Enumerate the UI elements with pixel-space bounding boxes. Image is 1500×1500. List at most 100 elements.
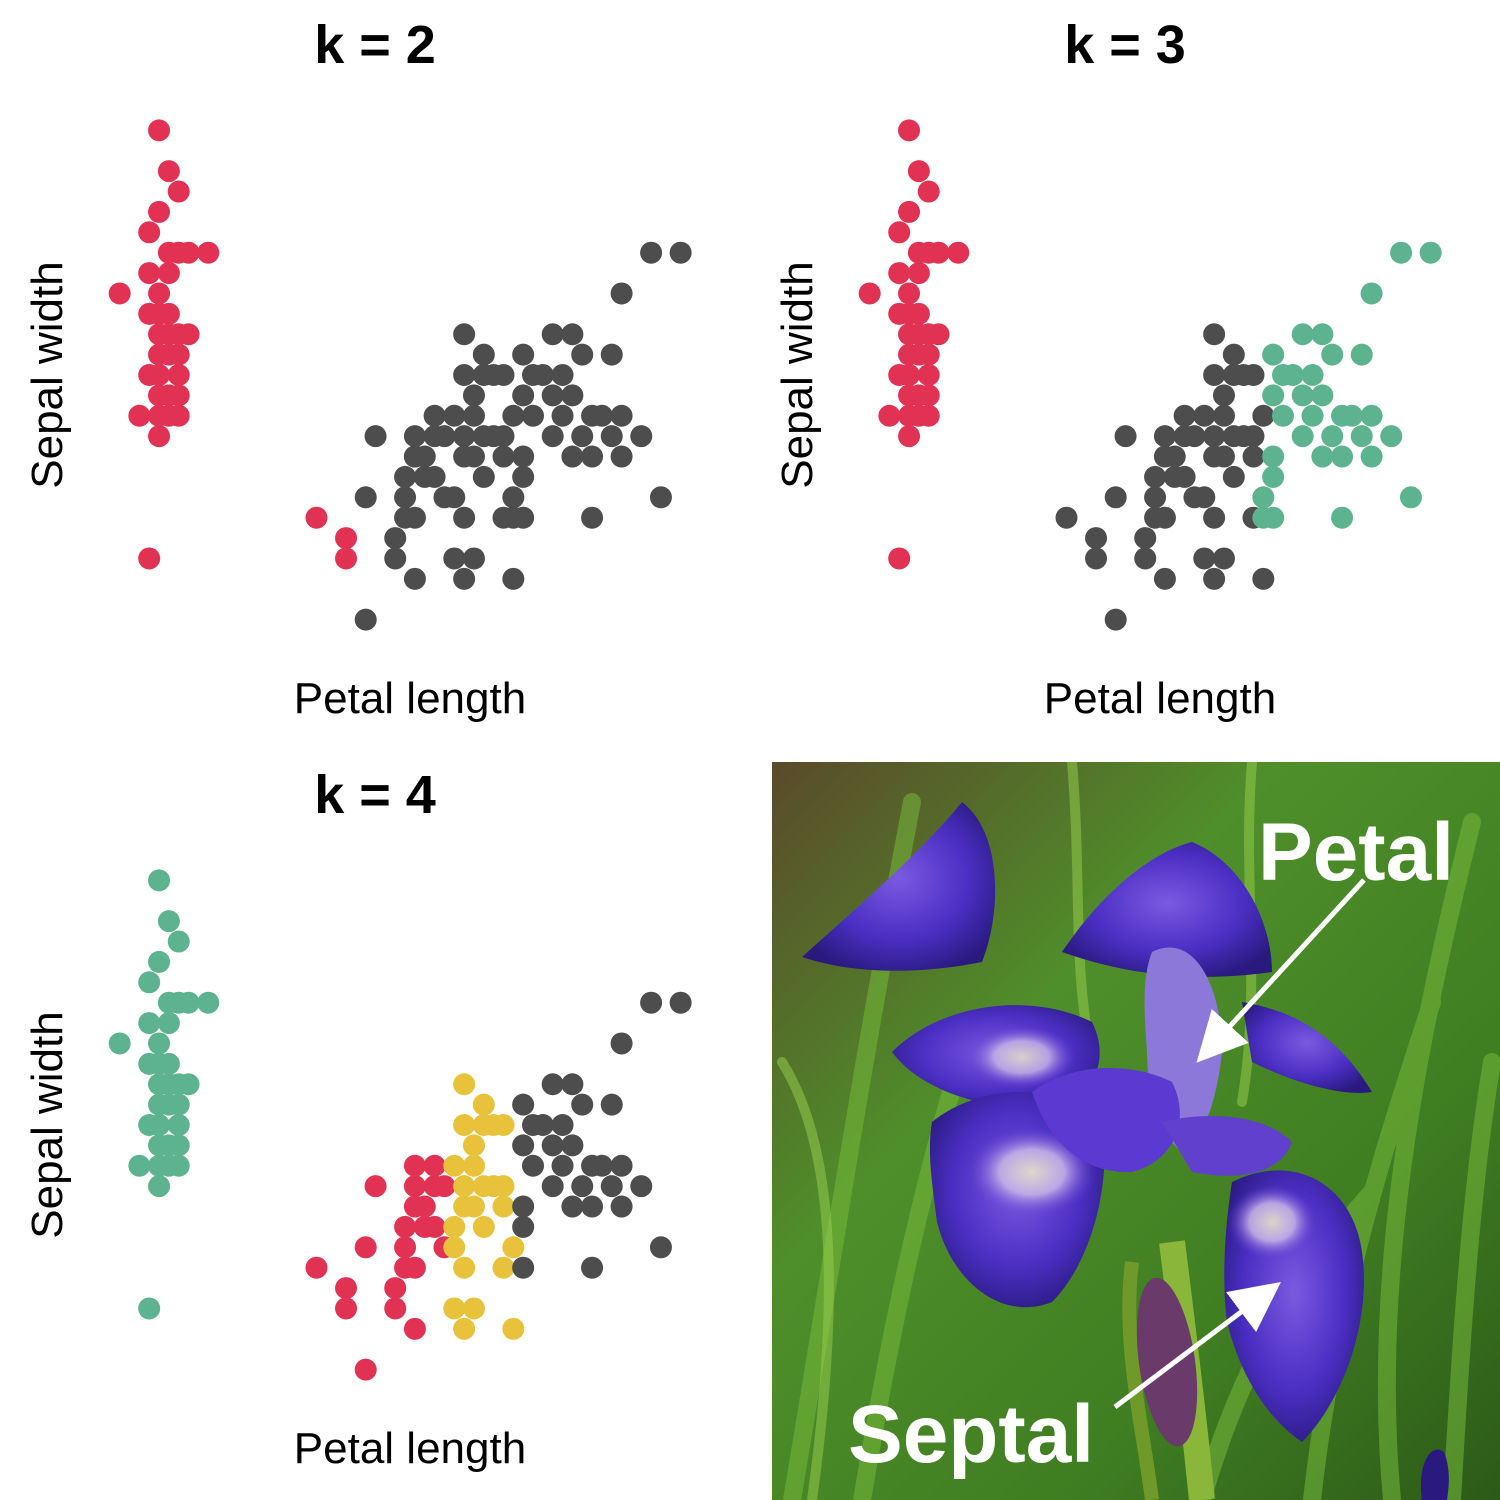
data-point: [138, 1114, 161, 1136]
data-point: [1419, 241, 1442, 264]
data-point: [1153, 425, 1176, 448]
data-point: [492, 1195, 515, 1218]
data-point: [1380, 425, 1403, 448]
data-point: [1321, 343, 1344, 366]
data-point: [888, 547, 911, 570]
data-point: [453, 364, 476, 386]
chart-panel-k3: k = 3 Sepal width Petal length: [750, 0, 1500, 750]
data-point: [1163, 445, 1186, 468]
data-point: [917, 364, 940, 386]
data-point: [581, 445, 604, 468]
data-point: [413, 1215, 436, 1238]
data-point: [630, 1175, 653, 1198]
data-point: [640, 241, 663, 264]
data-point: [541, 425, 564, 448]
data-point: [167, 930, 190, 953]
data-point: [522, 1154, 545, 1177]
data-point: [1360, 282, 1383, 305]
data-point: [157, 910, 180, 933]
data-point: [1311, 323, 1334, 346]
data-point: [453, 1073, 476, 1096]
data-point: [512, 1093, 535, 1116]
data-point: [531, 364, 554, 386]
data-point: [669, 991, 692, 1014]
data-point: [148, 950, 171, 973]
data-point: [1291, 323, 1314, 346]
data-point: [403, 567, 426, 590]
cluster-1: [108, 869, 220, 1320]
data-point: [148, 1032, 171, 1055]
data-point: [453, 445, 476, 468]
data-point: [423, 404, 446, 427]
data-point: [453, 567, 476, 590]
data-point: [443, 547, 466, 570]
data-point: [157, 343, 180, 366]
iris-photo: Petal Septal: [772, 762, 1500, 1500]
data-point: [148, 1073, 171, 1096]
data-point: [541, 1175, 564, 1198]
data-point: [610, 445, 633, 468]
data-point: [649, 1236, 672, 1259]
data-point: [512, 506, 535, 529]
data-point: [1203, 445, 1226, 468]
data-point: [590, 404, 613, 427]
data-point: [610, 1195, 633, 1218]
data-point: [384, 1277, 407, 1300]
data-point: [462, 1154, 485, 1177]
data-point: [1291, 425, 1314, 448]
data-point: [433, 486, 456, 509]
data-point: [551, 364, 574, 386]
cluster-3: [1252, 241, 1442, 529]
data-point: [394, 1236, 417, 1259]
data-point: [1203, 425, 1226, 448]
data-point: [1055, 506, 1078, 529]
data-point: [423, 1154, 446, 1177]
data-point: [1252, 567, 1275, 590]
data-point: [413, 1195, 436, 1218]
data-point: [403, 1317, 426, 1340]
data-point: [364, 1175, 387, 1198]
data-point: [858, 282, 881, 305]
data-point: [561, 1195, 584, 1218]
data-point: [305, 1256, 328, 1279]
data-point: [1193, 404, 1216, 427]
data-point: [907, 404, 930, 427]
data-point: [128, 1154, 151, 1177]
cluster-1: [108, 119, 358, 570]
data-point: [1262, 445, 1285, 468]
data-point: [888, 302, 911, 325]
data-point: [403, 425, 426, 448]
data-point: [453, 1256, 476, 1279]
data-point: [394, 465, 417, 488]
data-point: [907, 160, 930, 183]
data-point: [354, 608, 377, 631]
data-point: [148, 869, 171, 892]
scatter-plot: [108, 119, 692, 631]
data-point: [1331, 445, 1354, 468]
cluster-4: [512, 991, 692, 1279]
data-point: [669, 241, 692, 264]
data-point: [472, 1093, 495, 1116]
data-point: [512, 1256, 535, 1279]
data-point: [1212, 404, 1235, 427]
data-point: [1134, 527, 1157, 550]
chart-panel-k2: k = 2 Sepal width Petal length: [0, 0, 750, 750]
data-point: [354, 486, 377, 509]
data-point: [354, 1236, 377, 1259]
data-point: [1203, 323, 1226, 346]
data-point: [571, 1093, 594, 1116]
data-point: [541, 323, 564, 346]
data-point: [561, 384, 584, 407]
data-point: [1301, 404, 1324, 427]
iris-illustration: [772, 762, 1500, 1500]
cluster-2: [305, 1154, 456, 1381]
data-point: [522, 404, 545, 427]
data-point: [1281, 364, 1304, 386]
data-point: [453, 1175, 476, 1198]
data-point: [502, 567, 525, 590]
data-point: [907, 262, 930, 285]
data-point: [443, 1236, 466, 1259]
data-point: [472, 1215, 495, 1238]
data-point: [610, 404, 633, 427]
data-point: [1183, 425, 1206, 448]
